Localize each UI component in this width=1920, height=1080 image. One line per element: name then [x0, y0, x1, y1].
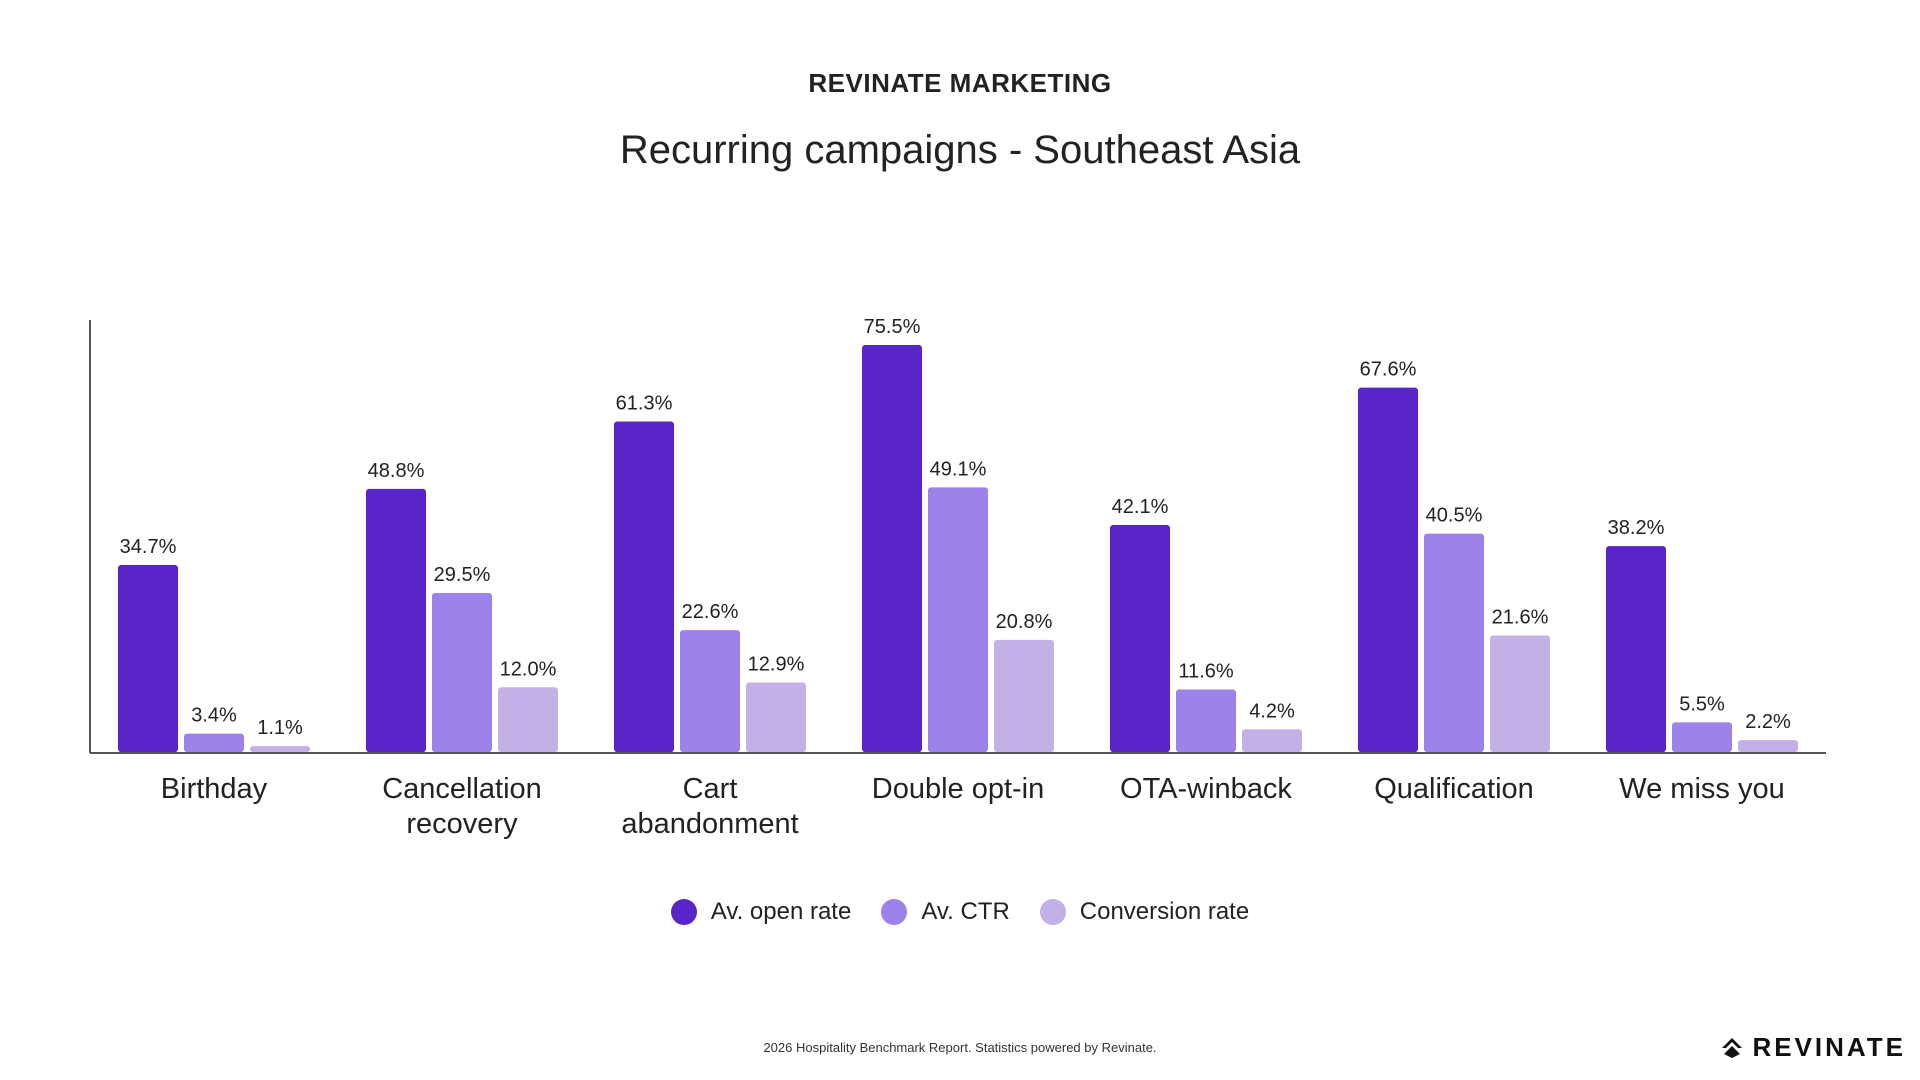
data-label-av-open-rate-6: 38.2%	[1608, 517, 1665, 539]
bar-conversion-rate-4	[1242, 729, 1302, 752]
data-label-av-open-rate-5: 67.6%	[1360, 359, 1417, 381]
bar-av-ctr-1	[432, 592, 492, 752]
bar-av-ctr-0	[184, 733, 244, 752]
bar-av-open-rate-2	[614, 421, 674, 752]
x-tick-label-4: OTA-winback	[1120, 773, 1292, 805]
bar-conversion-rate-5	[1490, 635, 1550, 752]
footer-note: 2026 Hospitality Benchmark Report. Stati…	[763, 1040, 1157, 1055]
data-label-av-open-rate-4: 42.1%	[1112, 496, 1169, 518]
x-tick-label-1: Cancellation recovery	[382, 773, 542, 840]
brand-logo: REVINATE	[1720, 1032, 1906, 1063]
x-tick-label-5: Qualification	[1374, 773, 1534, 805]
legend-label-ctr: Av. CTR	[921, 898, 1010, 925]
data-label-av-open-rate-3: 75.5%	[864, 316, 921, 338]
data-label-conversion-rate-3: 20.8%	[996, 611, 1053, 633]
x-tick-label-3: Double opt-in	[872, 773, 1045, 805]
bar-av-open-rate-5	[1358, 387, 1418, 752]
data-label-av-ctr-4: 11.6%	[1178, 660, 1233, 682]
bar-conversion-rate-3	[994, 639, 1054, 752]
bar-av-open-rate-3	[862, 345, 922, 752]
data-label-conversion-rate-1: 12.0%	[500, 658, 557, 680]
revinate-logo-icon	[1722, 1037, 1743, 1058]
legend-label-conversion: Conversion rate	[1079, 898, 1250, 925]
data-label-conversion-rate-0: 1.1%	[257, 717, 303, 739]
bar-av-ctr-2	[680, 630, 740, 752]
data-label-av-open-rate-0: 34.7%	[120, 536, 177, 558]
x-tick-label-0: Birthday	[161, 773, 268, 805]
data-label-av-open-rate-1: 48.8%	[368, 460, 425, 482]
bar-av-open-rate-6	[1606, 546, 1666, 752]
legend-item-open-rate: Av. open rate	[670, 898, 852, 926]
bar-av-ctr-4	[1176, 689, 1236, 752]
legend-item-conversion: Conversion rate	[1039, 898, 1250, 926]
bar-conversion-rate-6	[1738, 740, 1798, 752]
chart-legend: Av. open rate Av. CTR Conversion rate	[0, 898, 1920, 926]
legend-swatch-conversion	[1039, 899, 1066, 925]
x-tick-label-2: Cart abandonment	[621, 773, 798, 840]
legend-swatch-ctr	[881, 899, 908, 925]
bar-conversion-rate-0	[250, 746, 310, 752]
bar-av-ctr-6	[1672, 722, 1732, 752]
bar-av-open-rate-0	[118, 564, 178, 752]
data-label-conversion-rate-6: 2.2%	[1745, 711, 1791, 733]
bar-conversion-rate-1	[498, 687, 558, 752]
x-tick-label-6: We miss you	[1619, 773, 1784, 805]
bar-av-open-rate-1	[366, 488, 426, 752]
data-label-av-ctr-2: 22.6%	[682, 601, 739, 623]
data-label-av-open-rate-2: 61.3%	[616, 393, 673, 415]
legend-label-open-rate: Av. open rate	[710, 898, 852, 925]
data-label-av-ctr-1: 29.5%	[434, 564, 491, 586]
legend-item-ctr: Av. CTR	[881, 898, 1010, 926]
bar-av-ctr-5	[1424, 533, 1484, 752]
data-label-conversion-rate-4: 4.2%	[1249, 700, 1295, 722]
bar-conversion-rate-2	[746, 682, 806, 752]
chart-title: Recurring campaigns - Southeast Asia	[619, 128, 1301, 172]
data-label-conversion-rate-5: 21.6%	[1492, 607, 1549, 629]
data-label-av-ctr-3: 49.1%	[930, 458, 987, 480]
bar-av-open-rate-4	[1110, 525, 1170, 752]
report-eyebrow: REVINATE MARKETING	[808, 68, 1112, 98]
data-label-av-ctr-0: 3.4%	[191, 705, 237, 727]
data-label-av-ctr-5: 40.5%	[1426, 505, 1483, 527]
bar-av-ctr-3	[928, 487, 988, 752]
legend-swatch-open-rate	[670, 899, 697, 925]
data-label-av-ctr-6: 5.5%	[1679, 693, 1725, 715]
brand-name: REVINATE	[1752, 1032, 1906, 1062]
data-label-conversion-rate-2: 12.9%	[748, 653, 805, 675]
